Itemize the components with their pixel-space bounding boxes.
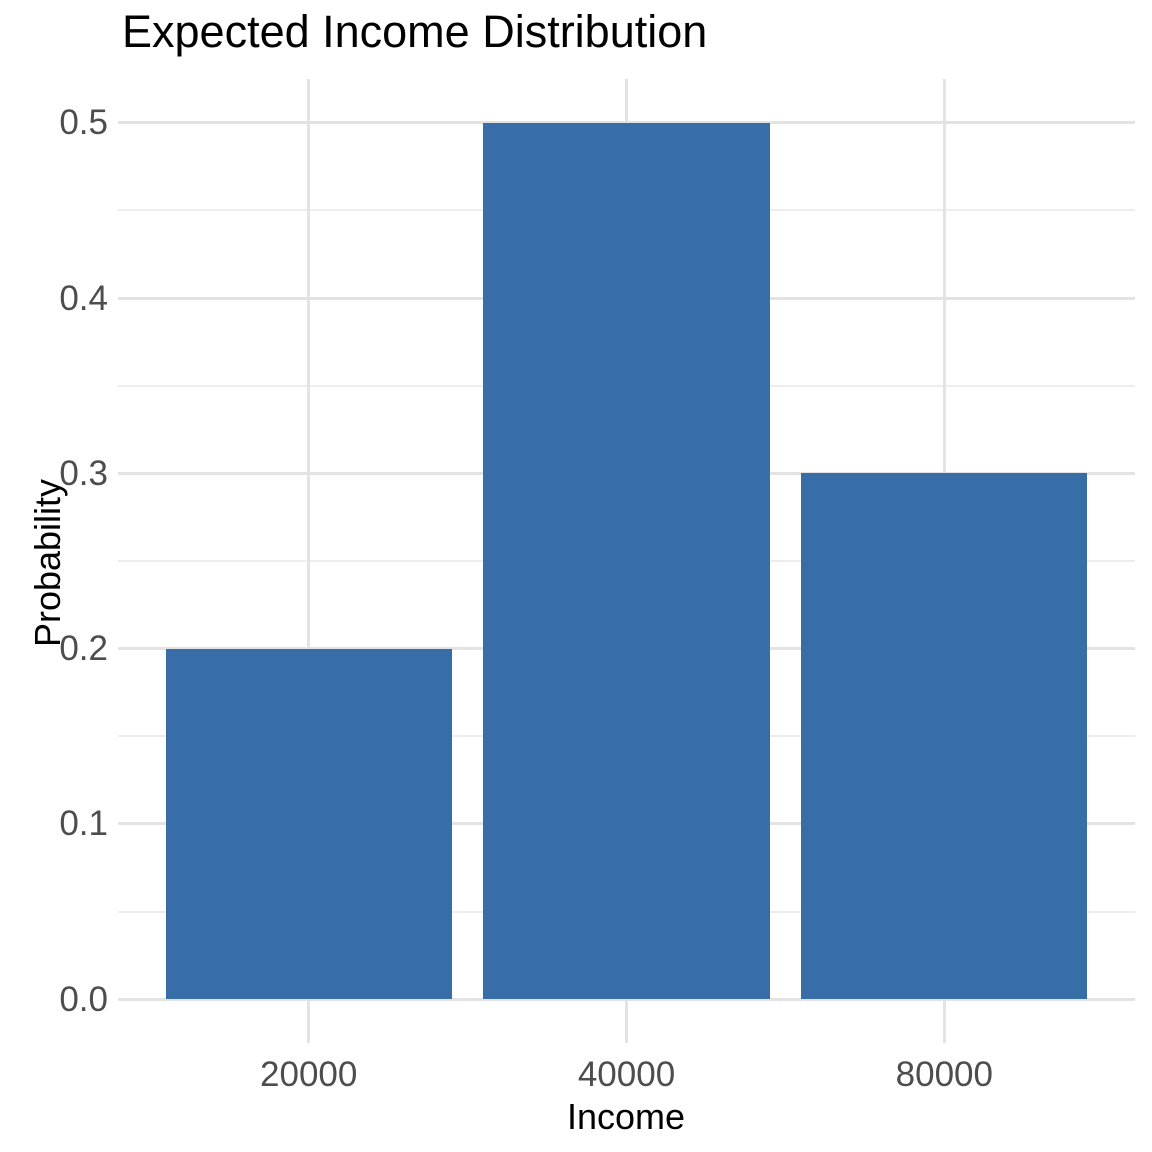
y-tick-label: 0.3 xyxy=(59,453,108,493)
x-tick-label: 80000 xyxy=(895,1055,993,1094)
bar-80000 xyxy=(801,473,1088,1000)
bar-40000 xyxy=(483,122,770,1000)
y-tick-label: 0.0 xyxy=(59,979,108,1019)
y-tick-label: 0.4 xyxy=(59,278,108,318)
gridline-major-vertical xyxy=(307,79,311,1043)
x-tick-label: 20000 xyxy=(260,1055,358,1094)
chart-title: Expected Income Distribution xyxy=(122,6,708,57)
y-tick-label: 0.1 xyxy=(59,804,108,844)
y-tick-label: 0.5 xyxy=(59,103,108,143)
y-axis-title: Probability xyxy=(27,478,68,648)
x-axis-title: Income xyxy=(566,1096,686,1137)
plot-area xyxy=(118,79,1135,1043)
bar-20000 xyxy=(165,648,452,1000)
y-tick-label: 0.2 xyxy=(59,629,108,669)
x-tick-label: 40000 xyxy=(577,1055,676,1094)
